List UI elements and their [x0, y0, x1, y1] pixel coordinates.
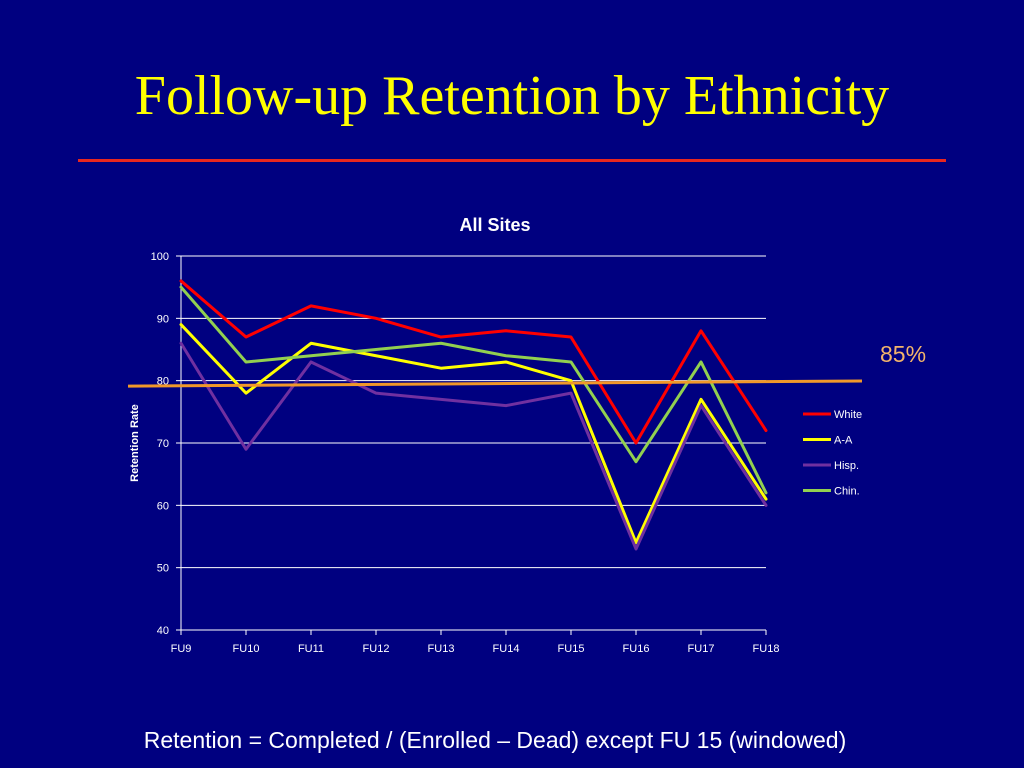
y-tick-label: 40: [157, 625, 169, 637]
x-tick-label: FU10: [233, 643, 260, 655]
title-divider: [78, 159, 946, 162]
series-lines: [179, 279, 768, 551]
reference-line: [127, 379, 863, 388]
x-tick-label: FU16: [623, 643, 650, 655]
x-tick-label: FU11: [298, 643, 324, 655]
x-tick-label: FU17: [688, 643, 715, 655]
legend-label: Chin.: [834, 486, 860, 498]
reference-line-group: 85%: [127, 341, 926, 388]
series-line-hisp: [179, 341, 768, 551]
legend-label: A-A: [834, 435, 853, 447]
y-axis-title: Retention Rate: [129, 404, 141, 482]
legend-label: Hisp.: [834, 460, 859, 472]
legend-label: White: [834, 409, 862, 421]
series-line-a-a: [179, 323, 768, 545]
series-line-chin: [179, 285, 768, 495]
reference-line-label: 85%: [880, 341, 926, 367]
x-tick-label: FU13: [428, 643, 455, 655]
gridlines: [181, 255, 766, 631]
legend: White A-A Hisp. Chin.: [803, 409, 862, 498]
chart-title: All Sites: [459, 215, 530, 235]
y-tick-label: 70: [157, 438, 169, 450]
series-line-white: [179, 279, 768, 445]
x-tick-label: FU18: [753, 643, 780, 655]
y-tick-label: 100: [151, 251, 169, 263]
y-tick-label: 90: [157, 313, 169, 325]
footnote: Retention = Completed / (Enrolled – Dead…: [143, 727, 847, 753]
x-tick-label: FU14: [493, 643, 520, 655]
x-tick-label: FU15: [558, 643, 585, 655]
slide-title: Follow-up Retention by Ethnicity: [134, 65, 890, 127]
y-tick-label: 60: [157, 500, 169, 512]
x-tick-label: FU12: [363, 643, 390, 655]
x-tick-label: FU9: [171, 643, 192, 655]
y-tick-label: 50: [157, 563, 169, 575]
